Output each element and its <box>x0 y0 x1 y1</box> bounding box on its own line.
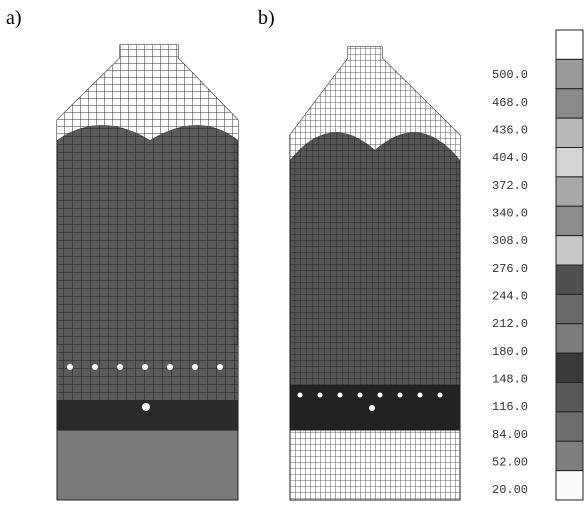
page: a) b) 500.0 468.0 436.0 404.0 372.0 340.0 308.… <box>0 0 586 512</box>
legend-label: 308.0 <box>492 234 528 248</box>
legend-swatch <box>556 236 583 265</box>
legend-label: 148.0 <box>492 373 528 387</box>
legend: 500.0 468.0 436.0 404.0 372.0 340.0 308.0 276.0… <box>492 30 583 500</box>
legend-label: 404.0 <box>492 151 528 165</box>
legend-label: 372.0 <box>492 179 528 193</box>
legend-swatch <box>556 324 583 353</box>
legend-label: 212.0 <box>492 317 528 331</box>
legend-swatch <box>556 441 583 470</box>
legend-label: 276.0 <box>492 262 528 276</box>
legend-swatch <box>556 206 583 235</box>
legend-swatch <box>556 89 583 118</box>
legend-swatch <box>556 265 583 294</box>
legend-swatch <box>556 294 583 323</box>
legend-label: 52.00 <box>492 456 528 470</box>
legend-swatch <box>556 471 583 500</box>
legend-swatch <box>556 30 583 59</box>
legend-swatch <box>556 383 583 412</box>
panel-label: b) <box>258 7 275 29</box>
panel-label: a) <box>6 7 22 29</box>
legend-label: 468.0 <box>492 96 528 110</box>
legend-swatch <box>556 353 583 382</box>
legend-label: 180.0 <box>492 345 528 359</box>
legend-label: 20.00 <box>492 483 528 497</box>
legend-swatch <box>556 148 583 177</box>
legend-label: 340.0 <box>492 207 528 221</box>
legend-swatch <box>556 59 583 88</box>
mesh-a <box>57 45 238 500</box>
legend-swatch <box>556 412 583 441</box>
legend-label: 116.0 <box>492 400 528 414</box>
legend-label: 500.0 <box>492 68 528 82</box>
legend-swatch <box>556 118 583 147</box>
mesh-b <box>290 47 460 500</box>
legend-swatch <box>556 177 583 206</box>
legend-label: 84.00 <box>492 428 528 442</box>
figure: a) b) 500.0 468.0 436.0 404.0 372.0 340.0 308.… <box>0 0 586 512</box>
legend-label: 436.0 <box>492 124 528 138</box>
legend-label: 244.0 <box>492 290 528 304</box>
